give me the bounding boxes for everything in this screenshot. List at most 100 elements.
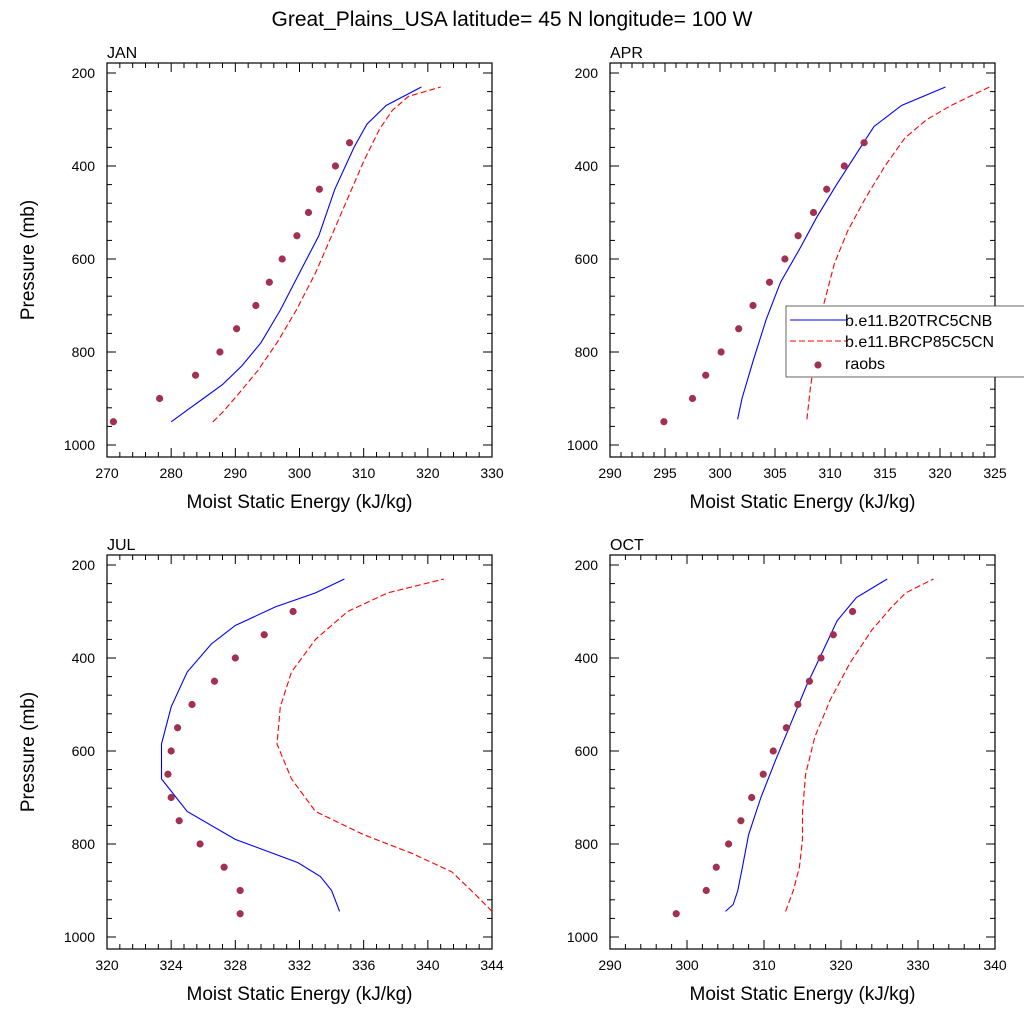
raobs-point — [759, 770, 767, 778]
raobs-point — [809, 208, 818, 217]
raobs-point — [231, 654, 239, 662]
series-line-b-e11-brcp85c5cn — [276, 578, 493, 912]
x-tick-label: 344 — [480, 957, 504, 973]
x-tick-label: 330 — [480, 465, 504, 481]
x-tick-label: 332 — [288, 957, 312, 973]
x-tick-label: 320 — [95, 957, 119, 973]
raobs-point — [737, 817, 745, 825]
raobs-point — [781, 255, 789, 263]
x-tick-label: 300 — [708, 465, 732, 481]
raobs-point — [167, 747, 175, 755]
x-axis-title: Moist Static Energy (kJ/kg) — [187, 492, 413, 513]
raobs-point — [188, 700, 196, 709]
raobs-point — [840, 162, 848, 170]
data-area — [160, 578, 493, 912]
figure-title: Great_Plains_USA latitude= 45 N longitud… — [272, 8, 753, 31]
raobs-point — [823, 185, 831, 193]
raobs-point — [210, 677, 219, 685]
raobs-point — [109, 418, 118, 426]
y-tick-label: 600 — [575, 743, 599, 759]
y-axis-title: Pressure (mb) — [18, 200, 39, 320]
x-tick-label: 305 — [763, 465, 787, 481]
x-tick-label: 300 — [675, 957, 699, 973]
raobs-point — [252, 301, 260, 310]
x-tick-label: 300 — [288, 465, 312, 481]
series-line-b-e11-b20trc5cnb — [725, 578, 888, 912]
x-tick-label: 310 — [818, 465, 842, 481]
raobs-point — [175, 817, 183, 825]
raobs-point — [315, 185, 323, 193]
x-tick-label: 295 — [653, 465, 677, 481]
series-line-b-e11-b20trc5cnb — [160, 578, 345, 912]
x-tick-label: 270 — [95, 465, 119, 481]
raobs-point — [749, 301, 757, 310]
panel-title: JUL — [107, 537, 136, 554]
y-tick-label: 400 — [575, 158, 599, 174]
panels-group: JAN 270 280 290 300 310 320 330 200 400 600 800 1000… — [18, 45, 1007, 1005]
raobs-point — [260, 631, 268, 639]
raobs-point — [164, 770, 172, 778]
y-tick-label: 400 — [72, 158, 96, 174]
series-line-b-e11-b20trc5cnb — [170, 86, 422, 423]
raobs-point — [196, 840, 204, 848]
y-axis-title: Pressure (mb) — [18, 692, 39, 812]
panel-title: JAN — [107, 45, 137, 62]
raobs-point — [712, 863, 720, 871]
legend-label: b.e11.BRCP85C5CN — [845, 334, 994, 351]
y-tick-label: 1000 — [64, 929, 95, 945]
raobs-point — [782, 724, 790, 732]
plot-frame — [609, 554, 996, 950]
raobs-point — [717, 348, 725, 356]
raobs-point — [236, 886, 244, 895]
raobs-point — [688, 394, 697, 403]
x-tick-label: 328 — [224, 957, 248, 973]
panel-apr: APR 290 295 300 305 310 315 320 325 200 400 600 800 1… — [567, 45, 1007, 513]
raobs-point — [794, 700, 802, 709]
raobs-point — [848, 607, 857, 616]
series-line-b-e11-brcp85c5cn — [785, 578, 934, 912]
raobs-point — [216, 348, 224, 356]
raobs-point — [748, 793, 756, 802]
x-axis-title: Moist Static Energy (kJ/kg) — [187, 984, 413, 1005]
x-axis-title: Moist Static Energy (kJ/kg) — [690, 492, 916, 513]
y-tick-label: 800 — [72, 836, 96, 852]
x-tick-label: 290 — [598, 957, 622, 973]
y-tick-label: 400 — [575, 650, 599, 666]
raobs-point — [660, 418, 668, 426]
raobs-point — [794, 232, 802, 240]
legend-box — [785, 305, 1024, 378]
y-tick-label: 800 — [72, 344, 96, 360]
legend-marker-raobs — [814, 361, 822, 369]
y-tick-label: 800 — [575, 344, 599, 360]
y-tick-label: 600 — [72, 743, 96, 759]
panel-title: OCT — [610, 537, 644, 554]
x-tick-label: 280 — [159, 465, 183, 481]
panel-jul: JUL 320 324 328 332 336 340 344 200 400 600 800 1000… — [18, 537, 504, 1005]
raobs-point — [769, 747, 777, 755]
raobs-point — [304, 208, 313, 217]
y-tick-label: 800 — [575, 836, 599, 852]
x-tick-label: 310 — [352, 465, 376, 481]
panel-jan: JAN 270 280 290 300 310 320 330 200 400 600 800 1000… — [18, 45, 504, 513]
raobs-point — [829, 631, 837, 639]
series-line-b-e11-b20trc5cnb — [737, 86, 946, 420]
raobs-point — [293, 232, 301, 240]
raobs-point — [278, 255, 286, 263]
y-tick-label: 200 — [575, 557, 599, 573]
legend-label: b.e11.B20TRC5CNB — [845, 313, 992, 330]
data-area — [725, 578, 934, 912]
y-tick-label: 200 — [72, 557, 96, 573]
x-tick-label: 340 — [983, 957, 1007, 973]
raobs-point — [702, 886, 710, 895]
y-tick-label: 1000 — [64, 437, 95, 453]
y-tick-label: 200 — [575, 65, 599, 81]
data-area — [737, 86, 990, 420]
raobs-point — [236, 910, 244, 918]
raobs-point — [345, 139, 354, 147]
y-tick-label: 200 — [72, 65, 96, 81]
x-tick-label: 324 — [159, 957, 183, 973]
data-area — [170, 86, 441, 423]
raobs-point — [735, 325, 743, 333]
legend: b.e11.B20TRC5CNB b.e11.BRCP85C5CN raobs — [785, 305, 1024, 378]
raobs-point — [805, 677, 814, 685]
